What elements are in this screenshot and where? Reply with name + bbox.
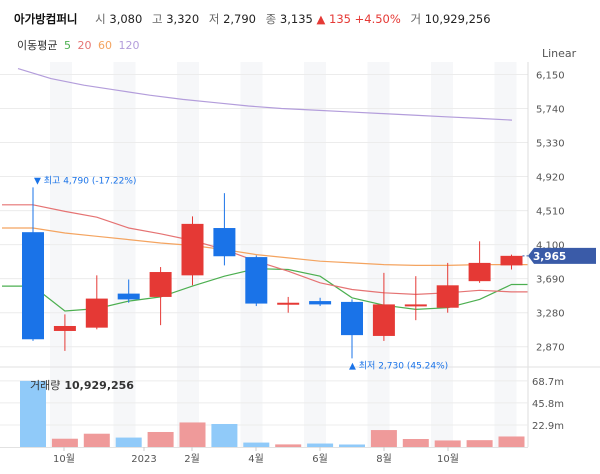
x-tick-label: 10월	[437, 453, 459, 465]
y-tick-label: 4,100	[536, 241, 565, 252]
up-candle	[149, 272, 172, 297]
y-tick-label: 5,330	[536, 139, 565, 150]
x-tick-label: 8월	[376, 453, 392, 465]
volume-bar	[370, 430, 397, 447]
volume-bar	[434, 440, 461, 447]
up-candle	[500, 255, 523, 266]
up-candle	[53, 325, 76, 331]
volume-bar	[179, 422, 206, 447]
open-value: 3,080	[109, 12, 143, 26]
ma5-legend: 5	[63, 39, 71, 52]
up-candle	[181, 223, 204, 276]
y-tick-label: 3,690	[536, 275, 565, 286]
y-tick-label: 3,280	[536, 309, 565, 320]
y-tick-label: 2,870	[536, 343, 565, 354]
month-stripe	[113, 62, 136, 447]
month-stripe	[431, 62, 453, 447]
volume-header-value: 10,929,256	[424, 12, 491, 26]
x-tick-label: 2023	[131, 454, 156, 465]
ma60-line	[2, 227, 528, 266]
month-stripe	[494, 62, 517, 447]
x-tick-label: 10월	[53, 453, 75, 465]
ma60-legend: 60	[97, 39, 112, 52]
up-candle	[436, 285, 459, 308]
volume-title: 거래량 10,929,256	[30, 377, 134, 393]
up-candle	[85, 298, 108, 328]
volume-tick-label: 45.8m	[532, 399, 564, 410]
ma120-legend: 120	[118, 39, 140, 52]
up-candle	[372, 304, 395, 336]
month-stripe	[50, 62, 72, 447]
up-candle	[277, 302, 300, 305]
down-candle	[117, 293, 140, 300]
scale-mode-toggle[interactable]: Linear	[542, 47, 577, 60]
low-value: 2,790	[223, 12, 257, 26]
down-candle	[213, 228, 236, 257]
x-tick-label: 2월	[184, 453, 200, 465]
min-price-annotation: ▲ 최저 2,730 (45.24%)	[349, 360, 448, 371]
month-stripe	[240, 62, 263, 447]
volume-header-label: 거	[410, 12, 422, 26]
up-candle	[468, 262, 491, 282]
volume-bar	[20, 380, 46, 447]
y-tick-label: 4,510	[536, 207, 565, 218]
volume-bar	[243, 442, 270, 447]
down-candle	[341, 301, 363, 336]
y-tick-label: 6,150	[536, 70, 565, 81]
volume-bar	[307, 443, 334, 447]
volume-bar	[115, 437, 142, 447]
volume-bar	[498, 436, 525, 447]
volume-bar	[147, 431, 174, 447]
down-candle	[22, 232, 44, 340]
volume-bar	[466, 440, 493, 447]
x-tick-label: 6월	[312, 453, 328, 465]
volume-bar	[83, 433, 110, 447]
open-label: 시	[95, 12, 106, 26]
x-tick-label: 4월	[248, 453, 264, 465]
high-value: 3,320	[166, 12, 200, 26]
down-candle	[309, 301, 332, 305]
change-value: ▲ 135	[316, 12, 351, 26]
ma120-line	[17, 68, 513, 121]
high-label: 고	[151, 12, 163, 26]
volume-bar	[275, 444, 302, 447]
volume-title-label: 거래량	[30, 379, 61, 392]
volume-bar	[402, 439, 429, 447]
up-candle	[404, 304, 427, 307]
low-label: 저	[208, 12, 220, 26]
moving-average-legend[interactable]: 이동평균 5 20 60 120	[14, 37, 139, 53]
stock-name: 아가방컴퍼니	[14, 12, 78, 26]
ma20-legend: 20	[77, 39, 92, 52]
y-tick-label: 4,920	[536, 173, 565, 184]
volume-title-value: 10,929,256	[64, 379, 134, 392]
volume-bar	[339, 444, 365, 447]
price-header: 아가방컴퍼니 시 3,080 고 3,320 저 2,790 종 3,135 ▲…	[14, 11, 491, 27]
close-value: 3,135	[279, 12, 313, 26]
max-price-annotation: ▼ 최고 4,790 (-17.22%)	[34, 175, 136, 186]
close-label: 종	[265, 12, 277, 26]
month-stripe	[304, 62, 326, 447]
current-price-label: 3,965	[533, 251, 566, 263]
down-candle	[245, 257, 268, 304]
change-percent: +4.50%	[354, 12, 401, 26]
volume-bar	[51, 438, 78, 447]
month-stripe	[367, 62, 390, 447]
y-tick-label: 5,740	[536, 104, 565, 115]
volume-tick-label: 22.9m	[532, 421, 564, 432]
volume-tick-label: 68.7m	[532, 377, 564, 388]
volume-bar	[211, 423, 238, 447]
ma-legend-label: 이동평균	[17, 39, 58, 52]
current-price-tag	[528, 247, 596, 264]
